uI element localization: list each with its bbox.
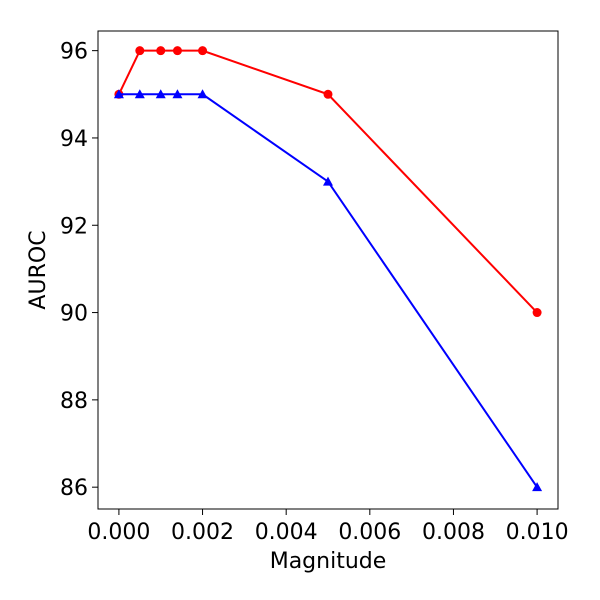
data-point: [113, 89, 124, 99]
x-tick-label: 0.004: [255, 520, 318, 545]
y-axis: 86 88 90 92 94 96: [60, 40, 98, 501]
data-point: [198, 46, 208, 56]
x-axis-label: Magnitude: [270, 549, 387, 574]
y-tick-label: 88: [60, 389, 88, 414]
x-tick-label: 0.008: [422, 520, 485, 545]
y-tick-label: 92: [60, 214, 88, 239]
data-point: [197, 89, 208, 99]
data-point: [323, 176, 333, 186]
series-1: [114, 46, 542, 318]
x-axis: 0.000 0.002 0.004 0.006 0.008 0.010: [87, 509, 569, 545]
y-tick-label: 96: [60, 40, 88, 65]
data-point: [172, 89, 183, 99]
x-tick-label: 0.000: [87, 520, 150, 545]
y-axis-label: AUROC: [26, 230, 51, 309]
data-point: [135, 46, 145, 56]
x-tick-label: 0.002: [171, 520, 234, 545]
data-point: [532, 308, 542, 318]
data-point: [323, 89, 333, 99]
data-point: [156, 46, 166, 56]
data-point: [532, 482, 543, 492]
y-tick-label: 90: [60, 302, 88, 327]
y-tick-label: 94: [60, 127, 88, 152]
plot-layer: [113, 46, 543, 492]
series-2: [113, 89, 543, 492]
data-point: [134, 89, 145, 99]
plot-frame: [97, 30, 559, 510]
x-tick-label: 0.010: [506, 520, 569, 545]
data-point: [155, 89, 166, 99]
x-tick-label: 0.006: [338, 520, 401, 545]
y-tick-label: 86: [60, 476, 88, 501]
data-point: [172, 46, 182, 56]
